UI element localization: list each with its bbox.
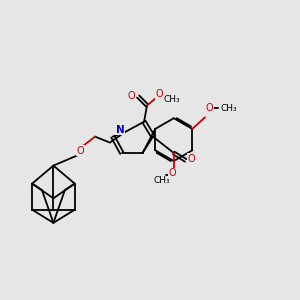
Text: O: O: [169, 168, 176, 178]
Text: O: O: [188, 154, 195, 164]
Text: CH₃: CH₃: [154, 176, 170, 185]
Text: O: O: [206, 103, 213, 113]
Text: O: O: [155, 89, 163, 99]
Text: CH₃: CH₃: [220, 104, 237, 113]
Text: CH₃: CH₃: [164, 95, 181, 104]
Text: N: N: [116, 125, 125, 135]
Text: O: O: [76, 146, 84, 156]
Text: O: O: [128, 91, 135, 100]
